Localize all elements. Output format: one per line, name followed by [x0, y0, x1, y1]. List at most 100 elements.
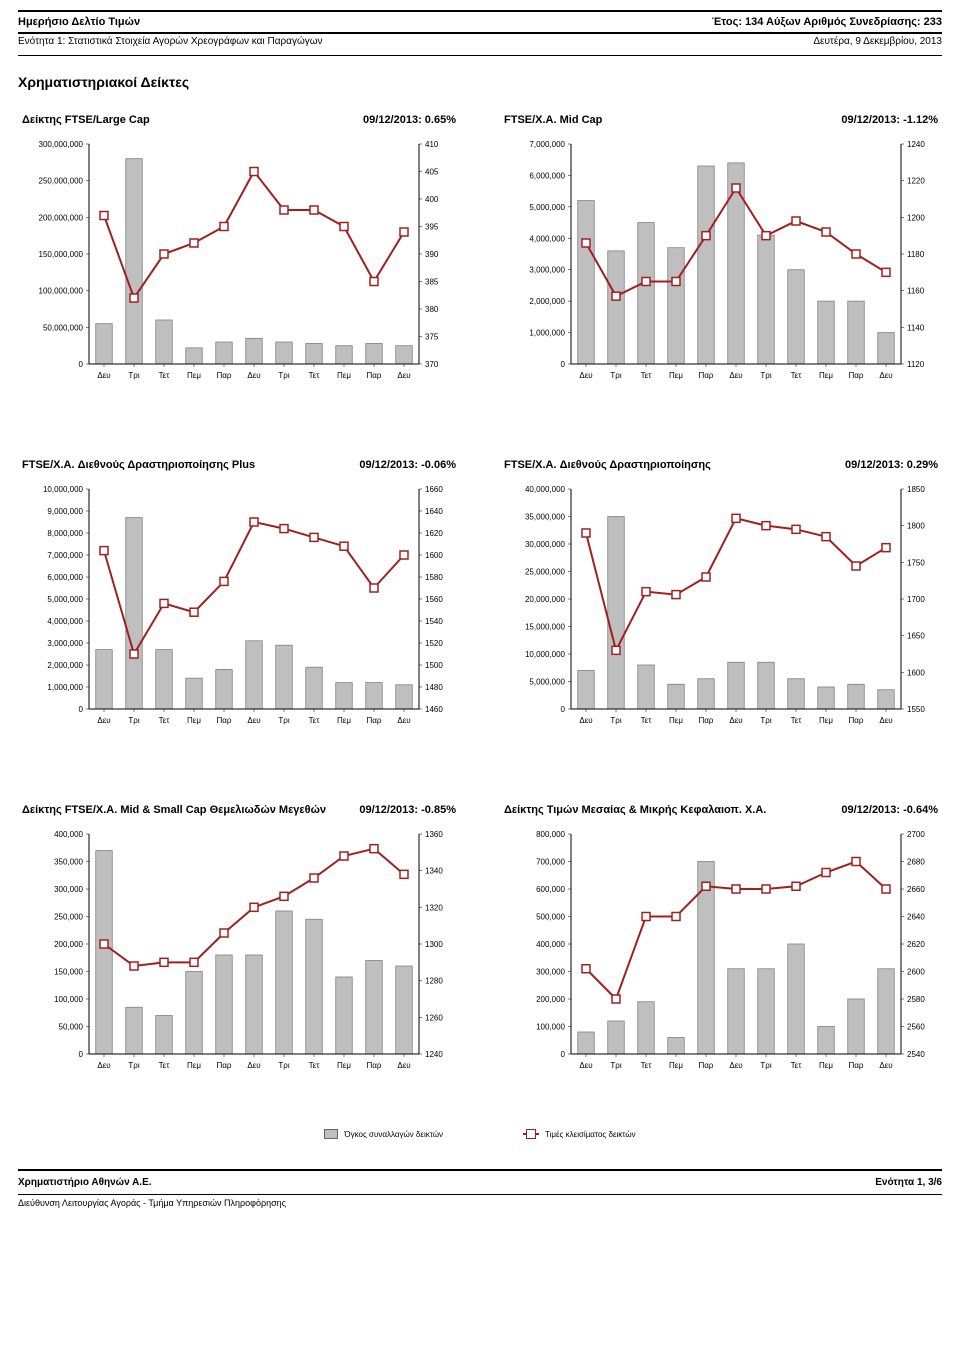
svg-text:1700: 1700: [907, 595, 925, 604]
svg-text:Παρ: Παρ: [849, 716, 864, 725]
svg-text:Δευ: Δευ: [879, 371, 892, 380]
svg-text:1580: 1580: [425, 573, 443, 582]
svg-text:15,000,000: 15,000,000: [525, 623, 566, 632]
svg-text:3,000,000: 3,000,000: [529, 266, 565, 275]
svg-text:0: 0: [79, 1050, 84, 1059]
svg-text:Πεμ: Πεμ: [819, 1061, 833, 1070]
svg-text:Δευ: Δευ: [579, 371, 592, 380]
chart-date-value: 09/12/2013: -0.06%: [359, 459, 456, 471]
svg-text:20,000,000: 20,000,000: [525, 595, 566, 604]
chart-date-value: 09/12/2013: -0.85%: [359, 804, 456, 816]
svg-text:Δευ: Δευ: [579, 716, 592, 725]
svg-text:Δευ: Δευ: [729, 371, 742, 380]
svg-text:Τετ: Τετ: [159, 1061, 171, 1070]
svg-text:9,000,000: 9,000,000: [47, 507, 83, 516]
legend-bars: Όγκος συναλλαγών δεικτών: [324, 1129, 443, 1139]
doc-header: Ημερήσιο Δελτίο ΤιμώνΈτος: 134 Αύξων Αρι…: [18, 10, 942, 34]
chart-box: Δείκτης Τιμών Μεσαίας & Μικρής Κεφαλαιοπ…: [500, 804, 942, 1089]
svg-text:1240: 1240: [425, 1050, 443, 1059]
svg-text:1600: 1600: [425, 551, 443, 560]
svg-text:700,000: 700,000: [536, 858, 565, 867]
svg-text:370: 370: [425, 360, 439, 369]
svg-text:25,000,000: 25,000,000: [525, 568, 566, 577]
chart-title: Δείκτης FTSE/X.A. Mid & Small Cap Θεμελι…: [22, 804, 326, 816]
svg-text:Τρι: Τρι: [760, 371, 771, 380]
svg-text:0: 0: [79, 360, 84, 369]
svg-text:1540: 1540: [425, 617, 443, 626]
svg-text:400: 400: [425, 195, 439, 204]
svg-text:2540: 2540: [907, 1050, 925, 1059]
svg-text:380: 380: [425, 305, 439, 314]
svg-text:1180: 1180: [907, 250, 925, 259]
svg-text:7,000,000: 7,000,000: [529, 140, 565, 149]
svg-text:395: 395: [425, 223, 439, 232]
legend-bars-label: Όγκος συναλλαγών δεικτών: [344, 1130, 443, 1139]
svg-text:10,000,000: 10,000,000: [525, 650, 566, 659]
legend-line-icon: [523, 1133, 539, 1135]
legend: Όγκος συναλλαγών δεικτών Τιμές κλεισίµατ…: [18, 1129, 942, 1139]
svg-text:200,000,000: 200,000,000: [39, 213, 84, 222]
svg-text:1360: 1360: [425, 830, 443, 839]
svg-text:Πεμ: Πεμ: [337, 371, 351, 380]
svg-text:1560: 1560: [425, 595, 443, 604]
svg-text:Δευ: Δευ: [247, 1061, 260, 1070]
svg-text:Τρι: Τρι: [610, 1061, 621, 1070]
svg-text:Τρι: Τρι: [128, 1061, 139, 1070]
svg-text:Δευ: Δευ: [97, 1061, 110, 1070]
svg-text:2,000,000: 2,000,000: [529, 297, 565, 306]
svg-text:1550: 1550: [907, 705, 925, 714]
legend-line: Τιμές κλεισίµατος δεικτών: [523, 1129, 636, 1139]
svg-text:1660: 1660: [425, 485, 443, 494]
chart-box: FTSE/X.A. Mid Cap09/12/2013: -1.12% 01,0…: [500, 114, 942, 399]
svg-text:410: 410: [425, 140, 439, 149]
svg-text:Τρι: Τρι: [610, 716, 621, 725]
svg-text:Παρ: Παρ: [217, 371, 232, 380]
svg-text:Δευ: Δευ: [729, 716, 742, 725]
header-right: Έτος: 134 Αύξων Αριθμός Συνεδρίασης: 233: [712, 16, 942, 28]
doc-footer-sub: Διεύθυνση Λειτουργίας Αγοράς - Τμήμα Υπη…: [18, 1194, 942, 1208]
svg-text:Πεμ: Πεμ: [819, 716, 833, 725]
svg-text:Πεμ: Πεμ: [187, 1061, 201, 1070]
svg-text:Παρ: Παρ: [367, 371, 382, 380]
svg-text:Παρ: Παρ: [699, 716, 714, 725]
svg-text:1640: 1640: [425, 507, 443, 516]
svg-text:1,000,000: 1,000,000: [47, 683, 83, 692]
svg-text:2700: 2700: [907, 830, 925, 839]
chart-title: FTSE/X.A. Mid Cap: [504, 114, 602, 126]
svg-text:Τρι: Τρι: [278, 716, 289, 725]
svg-text:1160: 1160: [907, 287, 925, 296]
svg-text:350,000: 350,000: [54, 858, 83, 867]
legend-bar-icon: [324, 1129, 338, 1139]
svg-text:2580: 2580: [907, 995, 925, 1004]
svg-text:6,000,000: 6,000,000: [529, 171, 565, 180]
svg-text:405: 405: [425, 168, 439, 177]
chart-title: Δείκτης Τιμών Μεσαίας & Μικρής Κεφαλαιοπ…: [504, 804, 766, 816]
svg-text:Τετ: Τετ: [791, 1061, 803, 1070]
svg-text:1600: 1600: [907, 668, 925, 677]
svg-text:Πεμ: Πεμ: [337, 1061, 351, 1070]
svg-text:1750: 1750: [907, 558, 925, 567]
svg-text:Δευ: Δευ: [247, 371, 260, 380]
chart-box: Δείκτης FTSE/X.A. Mid & Small Cap Θεμελι…: [18, 804, 460, 1089]
svg-text:1480: 1480: [425, 683, 443, 692]
svg-text:8,000,000: 8,000,000: [47, 529, 83, 538]
svg-text:Δευ: Δευ: [579, 1061, 592, 1070]
chart-date-value: 09/12/2013: -1.12%: [841, 114, 938, 126]
chart-date-value: 09/12/2013: -0.64%: [841, 804, 938, 816]
svg-text:2640: 2640: [907, 913, 925, 922]
svg-text:30,000,000: 30,000,000: [525, 540, 566, 549]
svg-text:Δευ: Δευ: [247, 716, 260, 725]
svg-text:0: 0: [561, 1050, 566, 1059]
svg-text:6,000,000: 6,000,000: [47, 573, 83, 582]
chart-svg: 01,000,0002,000,0003,000,0004,000,0005,0…: [18, 479, 460, 739]
svg-text:2600: 2600: [907, 968, 925, 977]
page-title: Χρηματιστηριακοί Δείκτες: [18, 74, 942, 90]
svg-text:150,000: 150,000: [54, 968, 83, 977]
svg-text:Παρ: Παρ: [699, 1061, 714, 1070]
svg-text:Τρι: Τρι: [278, 1061, 289, 1070]
chart-date-value: 09/12/2013: 0.29%: [845, 459, 938, 471]
svg-text:Δευ: Δευ: [97, 716, 110, 725]
svg-text:Τρι: Τρι: [760, 1061, 771, 1070]
svg-text:2680: 2680: [907, 858, 925, 867]
svg-text:Δευ: Δευ: [397, 371, 410, 380]
